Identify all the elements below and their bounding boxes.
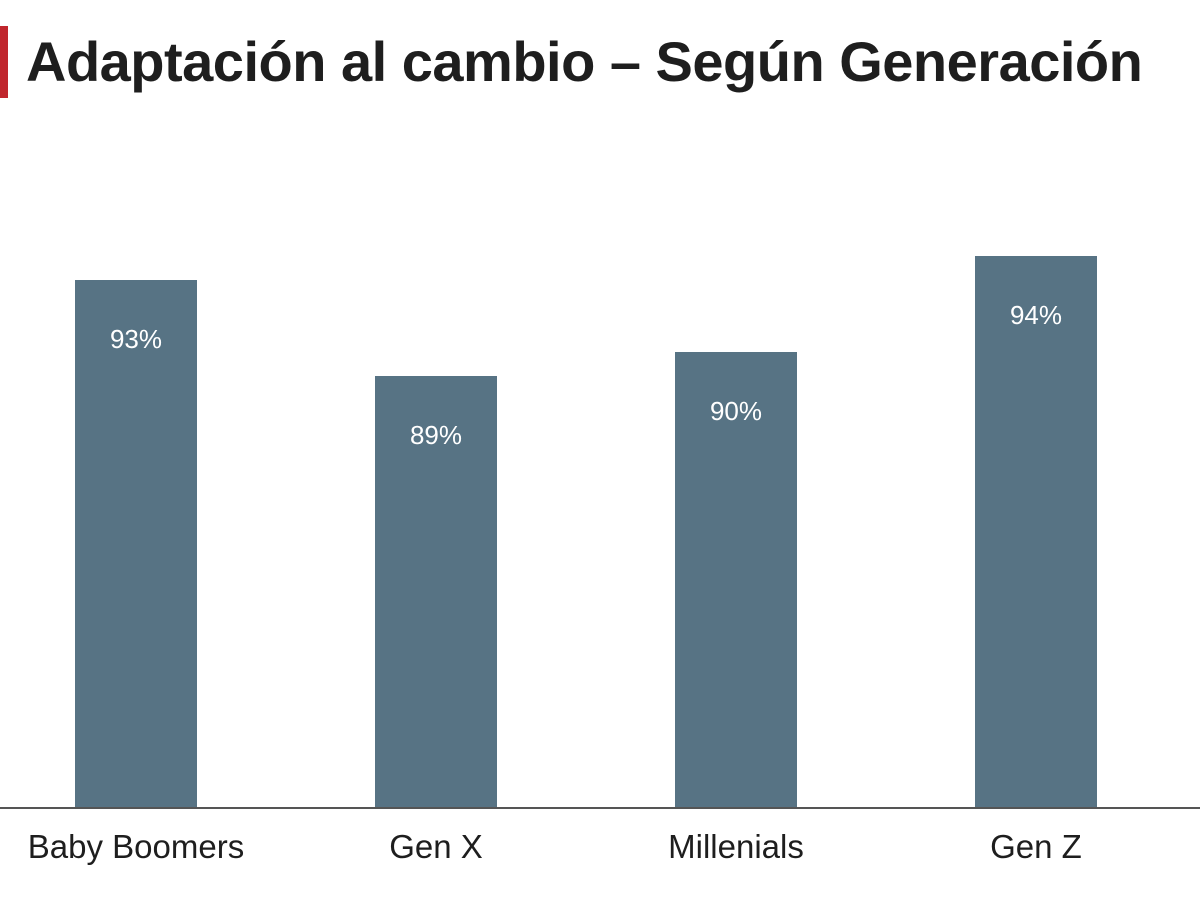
category-label-millenials: Millenials <box>668 828 804 865</box>
bar-baby-boomers <box>75 280 197 808</box>
bar-value-label-gen-z: 94% <box>1010 300 1062 330</box>
category-label-gen-z: Gen Z <box>990 828 1082 865</box>
bar-value-label-gen-x: 89% <box>410 420 462 450</box>
bars-group: 93% 89% 90% 94% <box>75 256 1097 808</box>
bar-gen-z <box>975 256 1097 808</box>
bar-gen-x <box>375 376 497 808</box>
category-label-baby-boomers: Baby Boomers <box>28 828 244 865</box>
bar-value-label-baby-boomers: 93% <box>110 324 162 354</box>
bar-value-label-millenials: 90% <box>710 396 762 426</box>
category-labels-group: Baby Boomers Gen X Millenials Gen Z <box>28 828 1082 865</box>
bar-millenials <box>675 352 797 808</box>
title-accent-bar <box>0 26 8 98</box>
chart-title: Adaptación al cambio – Según Generación <box>26 30 1143 93</box>
category-label-gen-x: Gen X <box>389 828 483 865</box>
